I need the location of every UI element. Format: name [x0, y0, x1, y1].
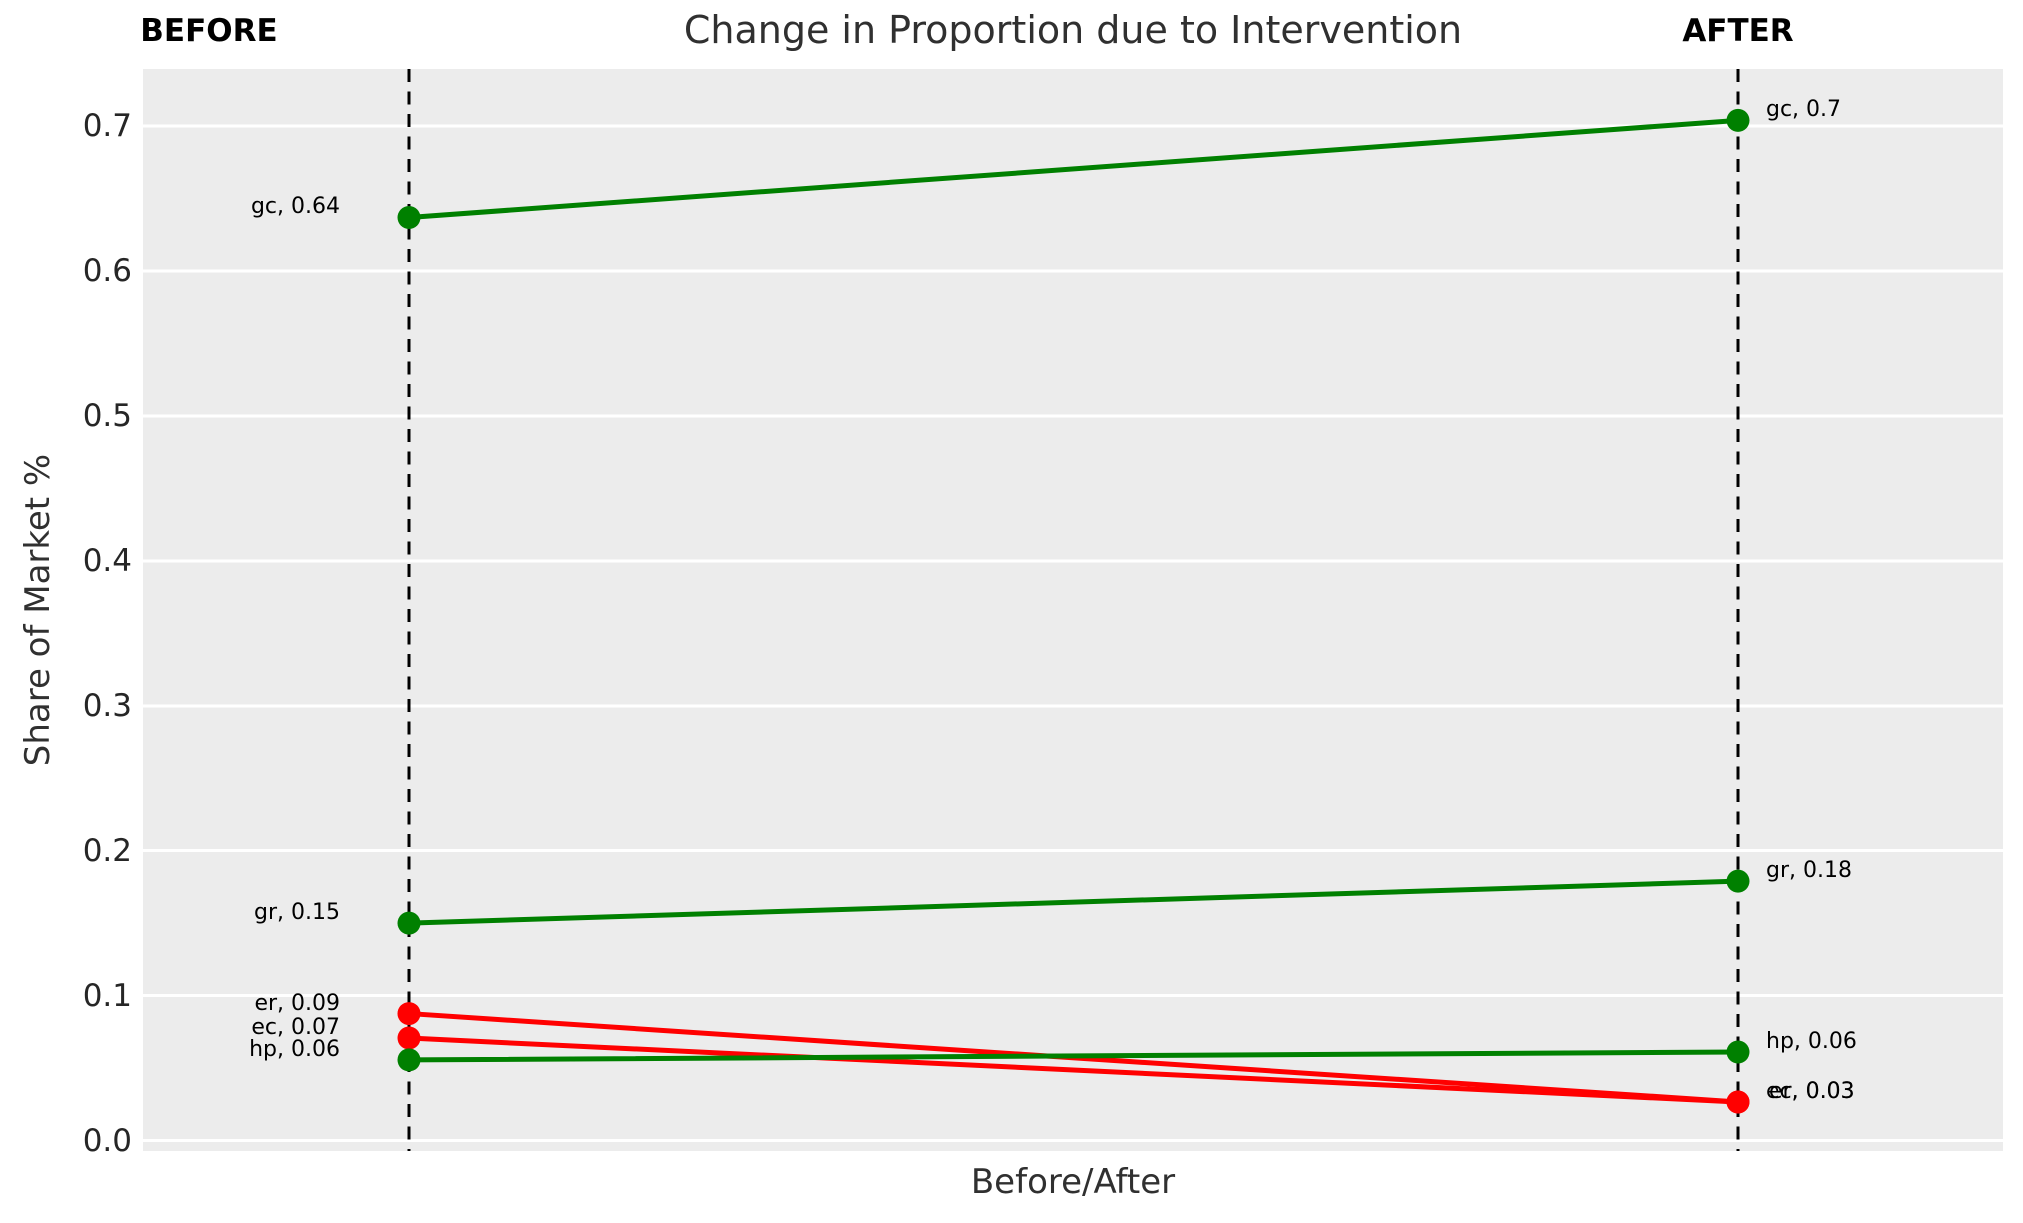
- before-column-header: BEFORE: [140, 13, 278, 49]
- label-ec-after: ec, 0.03: [1766, 1078, 1855, 1104]
- y-tick-label-0.1: 0.1: [82, 977, 132, 1014]
- y-tick-label-0.2: 0.2: [82, 832, 132, 869]
- y-tick-label-0.5: 0.5: [82, 398, 132, 434]
- chart-title: Change in Proportion due to Intervention: [683, 8, 1463, 52]
- point-gr-after: [1726, 869, 1750, 893]
- label-gc-before: gc, 0.64: [250, 194, 340, 220]
- point-gc-before: [397, 205, 421, 229]
- y-tick-label-0.4: 0.4: [82, 542, 132, 579]
- label-gc-after: gc, 0.7: [1766, 97, 1842, 123]
- y-tick-label-0.7: 0.7: [82, 108, 132, 145]
- y-tick-label-0.6: 0.6: [82, 253, 132, 290]
- after-column-header: AFTER: [1682, 13, 1794, 49]
- point-ec-before: [397, 1026, 421, 1050]
- plot-area: [143, 69, 2003, 1151]
- y-tick-label-0.0: 0.0: [82, 1122, 132, 1159]
- point-er-before: [397, 1002, 421, 1026]
- slope-line-hp: [406, 1049, 1741, 1063]
- point-gc-after: [1726, 108, 1750, 132]
- x-axis-label: Before/After: [970, 1162, 1176, 1202]
- y-tick-label-0.3: 0.3: [82, 687, 132, 724]
- label-hp-before: hp, 0.06: [249, 1036, 340, 1062]
- slope-line-gr: [406, 878, 1741, 926]
- point-hp-before: [397, 1048, 421, 1072]
- label-gr-after: gr, 0.18: [1766, 858, 1852, 884]
- slope-line-ec: [406, 1035, 1741, 1105]
- label-gr-before: gr, 0.15: [254, 900, 340, 926]
- point-ec-after: [1726, 1090, 1750, 1114]
- point-gr-before: [397, 911, 421, 935]
- y-axis-label: Share of Market %: [18, 453, 58, 767]
- slope-line-gc: [406, 117, 1741, 220]
- label-er-before: er, 0.09: [254, 990, 340, 1016]
- label-er-after: er, 0.03: [1769, 1078, 1855, 1104]
- label-ec-before: ec, 0.07: [251, 1015, 340, 1041]
- point-hp-after: [1726, 1040, 1750, 1064]
- label-hp-after: hp, 0.06: [1766, 1028, 1857, 1054]
